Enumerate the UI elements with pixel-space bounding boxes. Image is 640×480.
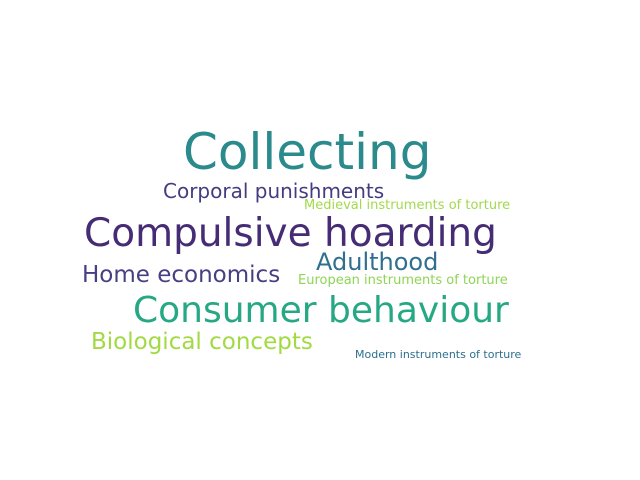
word-corporal-punishments: Corporal punishments xyxy=(163,179,385,203)
word-modern-instruments-of-torture: Modern instruments of torture xyxy=(355,348,522,361)
word-compulsive-hoarding: Compulsive hoarding xyxy=(84,211,497,256)
word-medieval-instruments-of-torture: Medieval instruments of torture xyxy=(304,198,511,213)
word-collecting: Collecting xyxy=(183,123,432,181)
word-consumer-behaviour: Consumer behaviour xyxy=(133,290,509,331)
word-home-economics: Home economics xyxy=(82,262,281,288)
word-european-instruments-of-torture: European instruments of torture xyxy=(298,273,508,288)
word-biological-concepts: Biological concepts xyxy=(91,329,313,355)
word-adulthood: Adulthood xyxy=(316,248,439,276)
